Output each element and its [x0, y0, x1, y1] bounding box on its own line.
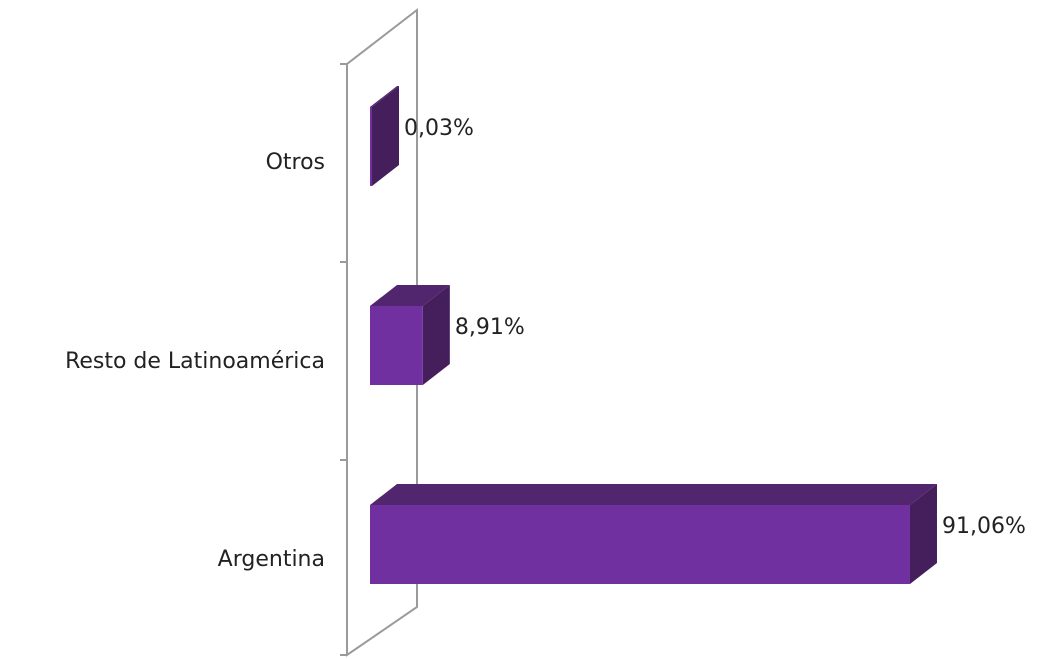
axis-wall	[340, 7, 418, 657]
bars	[370, 86, 937, 584]
data-label: 8,91%	[455, 315, 525, 340]
bar-front-face	[370, 505, 910, 584]
bar-front-face	[370, 306, 423, 385]
bar-side-face	[909, 484, 937, 584]
bar-0	[370, 484, 937, 584]
labels: Argentina 91,06% Resto de Latinoamérica 8,9…	[65, 116, 1026, 572]
bar-front-face	[370, 107, 372, 186]
bar-top-face	[370, 86, 399, 107]
bar-top-face	[370, 484, 937, 505]
category-label: Resto de Latinoamérica	[65, 349, 325, 374]
data-label: 91,06%	[942, 514, 1026, 539]
category-label: Argentina	[218, 547, 325, 572]
data-label: 0,03%	[404, 116, 474, 141]
bar-side-face	[422, 285, 450, 385]
bar-1	[370, 285, 450, 385]
category-label: Otros	[266, 150, 325, 175]
bar-top-face	[370, 285, 450, 306]
bar-2	[370, 86, 399, 186]
bar-side-face	[372, 86, 399, 186]
